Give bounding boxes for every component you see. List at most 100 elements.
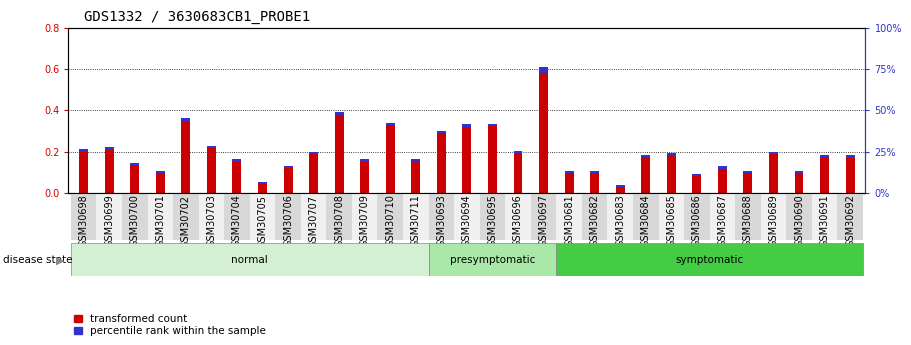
Bar xyxy=(105,147,114,150)
Bar xyxy=(608,193,633,240)
Text: GSM30700: GSM30700 xyxy=(129,195,139,247)
Bar xyxy=(156,171,165,193)
Bar xyxy=(692,174,701,193)
Bar xyxy=(71,243,428,276)
Text: ▶: ▶ xyxy=(56,256,65,265)
Text: GSM30711: GSM30711 xyxy=(411,195,421,247)
Bar xyxy=(710,193,735,240)
Bar xyxy=(326,193,352,240)
Bar xyxy=(207,146,216,148)
Bar xyxy=(181,118,190,120)
Text: GDS1332 / 3630683CB1_PROBE1: GDS1332 / 3630683CB1_PROBE1 xyxy=(85,10,311,24)
Bar xyxy=(385,123,394,193)
Bar xyxy=(97,193,122,240)
Bar xyxy=(684,193,710,240)
Bar xyxy=(130,162,139,193)
Bar xyxy=(769,152,778,154)
Bar xyxy=(148,193,173,240)
Bar xyxy=(79,149,88,193)
Text: GSM30701: GSM30701 xyxy=(155,195,165,247)
Text: GSM30683: GSM30683 xyxy=(615,195,625,247)
Bar xyxy=(232,159,241,161)
Bar xyxy=(199,193,224,240)
Bar xyxy=(590,171,599,193)
Text: GSM30681: GSM30681 xyxy=(564,195,574,247)
Bar xyxy=(616,185,625,187)
Text: GSM30696: GSM30696 xyxy=(513,195,523,247)
Bar xyxy=(735,193,761,240)
Bar xyxy=(743,171,752,173)
Bar xyxy=(71,193,97,240)
Bar xyxy=(258,182,267,193)
Text: GSM30695: GSM30695 xyxy=(487,195,497,247)
Bar xyxy=(761,193,786,240)
Text: GSM30691: GSM30691 xyxy=(820,195,830,247)
Text: GSM30690: GSM30690 xyxy=(794,195,804,247)
Text: GSM30699: GSM30699 xyxy=(104,195,114,247)
Text: GSM30687: GSM30687 xyxy=(717,195,727,247)
Bar xyxy=(454,193,480,240)
Bar xyxy=(718,166,727,169)
Bar xyxy=(794,171,804,173)
Bar xyxy=(641,155,650,157)
Text: symptomatic: symptomatic xyxy=(675,255,743,265)
Text: GSM30693: GSM30693 xyxy=(436,195,446,247)
Text: GSM30697: GSM30697 xyxy=(538,195,548,247)
Bar xyxy=(360,159,369,161)
Text: GSM30707: GSM30707 xyxy=(309,195,319,248)
Text: GSM30692: GSM30692 xyxy=(845,195,855,247)
Bar xyxy=(633,193,659,240)
Bar xyxy=(173,193,199,240)
Bar xyxy=(309,152,318,154)
Bar xyxy=(437,131,445,133)
Bar xyxy=(360,159,369,193)
Bar xyxy=(659,193,684,240)
Bar xyxy=(334,112,343,115)
Bar xyxy=(837,193,863,240)
Bar xyxy=(539,67,548,73)
Bar xyxy=(812,193,837,240)
Bar xyxy=(105,147,114,193)
Bar xyxy=(385,123,394,125)
Bar xyxy=(156,171,165,173)
Bar xyxy=(641,155,650,193)
Bar xyxy=(514,151,522,193)
Bar xyxy=(181,118,190,193)
Text: GSM30704: GSM30704 xyxy=(232,195,242,247)
Bar xyxy=(565,171,574,193)
Bar xyxy=(207,146,216,193)
Text: disease state: disease state xyxy=(3,256,72,265)
Text: GSM30702: GSM30702 xyxy=(181,195,190,248)
Bar xyxy=(283,166,292,193)
Bar xyxy=(258,182,267,184)
Text: GSM30686: GSM30686 xyxy=(691,195,701,247)
Bar xyxy=(582,193,608,240)
Bar xyxy=(130,162,139,165)
Bar xyxy=(122,193,148,240)
Text: GSM30689: GSM30689 xyxy=(769,195,779,247)
Text: GSM30708: GSM30708 xyxy=(334,195,344,247)
Bar xyxy=(301,193,326,240)
Text: GSM30694: GSM30694 xyxy=(462,195,472,247)
Bar xyxy=(590,171,599,173)
Text: GSM30682: GSM30682 xyxy=(589,195,599,247)
Text: presymptomatic: presymptomatic xyxy=(450,255,535,265)
Text: GSM30703: GSM30703 xyxy=(207,195,217,247)
Text: GSM30685: GSM30685 xyxy=(666,195,676,247)
Bar xyxy=(845,155,855,193)
Bar xyxy=(667,153,676,193)
Bar xyxy=(334,112,343,193)
Text: GSM30688: GSM30688 xyxy=(743,195,752,247)
Bar xyxy=(820,155,829,157)
Bar xyxy=(232,159,241,193)
Bar xyxy=(283,166,292,168)
Bar xyxy=(250,193,275,240)
Text: GSM30710: GSM30710 xyxy=(385,195,395,247)
Bar xyxy=(692,174,701,176)
Bar xyxy=(377,193,403,240)
Bar xyxy=(539,67,548,193)
Bar xyxy=(488,124,496,126)
Bar xyxy=(428,193,454,240)
Text: GSM30698: GSM30698 xyxy=(78,195,88,247)
Bar xyxy=(309,152,318,193)
